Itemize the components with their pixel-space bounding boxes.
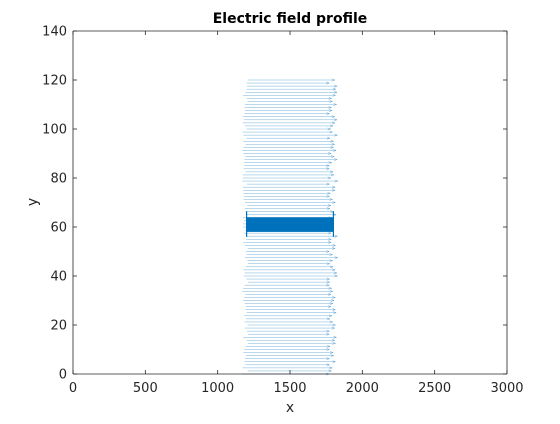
x-axis-label: x <box>286 400 294 416</box>
x-tick-label: 0 <box>69 381 77 396</box>
y-tick-label: 100 <box>42 123 67 138</box>
y-tick-label: 20 <box>50 319 67 334</box>
y-tick-label: 60 <box>50 221 67 236</box>
dense-band-rect <box>247 217 334 232</box>
y-tick-label: 40 <box>50 270 67 285</box>
x-tick-label: 1000 <box>201 381 234 396</box>
y-tick-label: 0 <box>59 368 67 383</box>
y-tick-label: 140 <box>42 25 67 40</box>
y-tick-label: 80 <box>50 172 67 187</box>
x-tick-label: 2500 <box>418 381 451 396</box>
x-tick-label: 2000 <box>346 381 379 396</box>
x-tick-label: 500 <box>133 381 158 396</box>
y-tick-label: 120 <box>42 74 67 89</box>
chart-title: Electric field profile <box>213 11 368 27</box>
x-tick-label: 1500 <box>273 381 306 396</box>
x-tick-label: 3000 <box>490 381 523 396</box>
y-axis-label: y <box>25 198 41 206</box>
